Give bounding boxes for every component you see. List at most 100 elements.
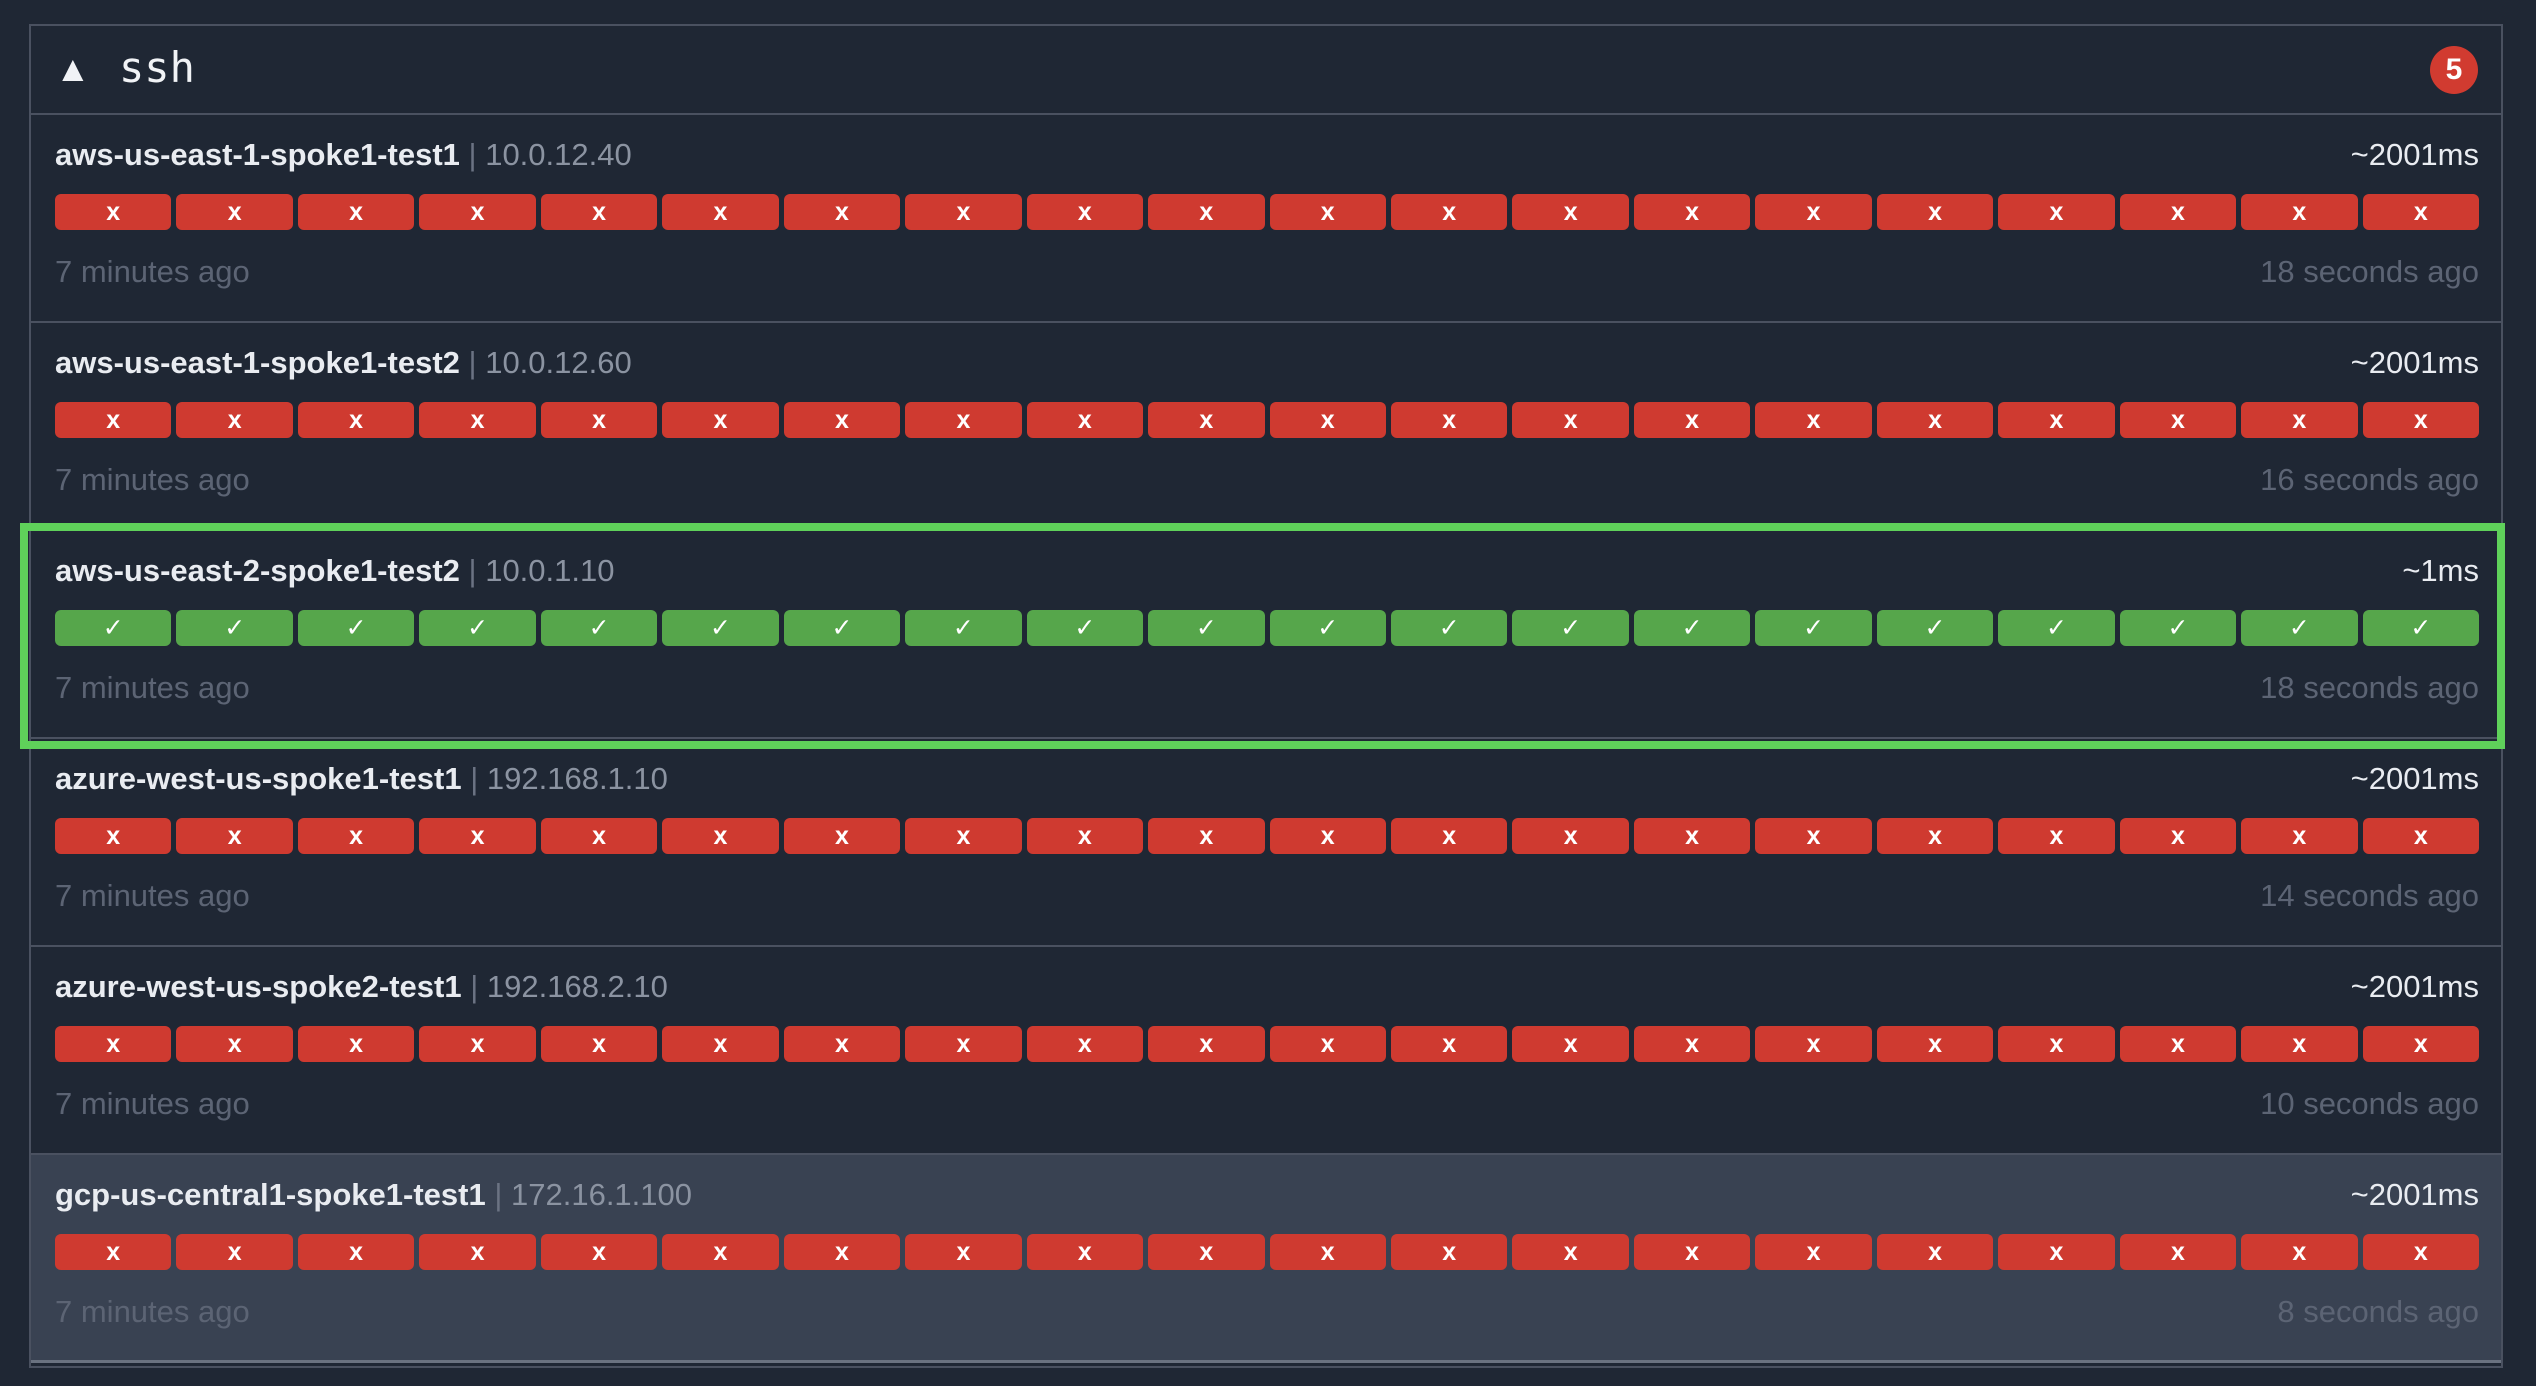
failure-result-icon[interactable]: x (2119, 194, 2237, 230)
success-result-icon[interactable]: ✓ (783, 610, 901, 646)
failure-result-icon[interactable]: x (783, 402, 901, 438)
failure-result-icon[interactable]: x (1876, 1234, 1994, 1270)
failure-result-icon[interactable]: x (2362, 402, 2480, 438)
failure-result-icon[interactable]: x (1755, 1234, 1872, 1270)
failure-result-icon[interactable]: x (1269, 1234, 1386, 1270)
success-result-icon[interactable]: ✓ (662, 610, 779, 646)
failure-result-icon[interactable]: x (1633, 1026, 1751, 1062)
failure-result-icon[interactable]: x (1390, 402, 1508, 438)
failure-result-icon[interactable]: x (2119, 1234, 2237, 1270)
failure-result-icon[interactable]: x (1390, 818, 1508, 854)
failure-result-icon[interactable]: x (1148, 1026, 1265, 1062)
failure-result-icon[interactable]: x (419, 402, 536, 438)
failure-result-icon[interactable]: x (662, 818, 779, 854)
failure-result-icon[interactable]: x (662, 1026, 779, 1062)
failure-result-icon[interactable]: x (419, 194, 536, 230)
failure-result-icon[interactable]: x (2241, 818, 2358, 854)
failure-result-icon[interactable]: x (1876, 818, 1994, 854)
failure-result-icon[interactable]: x (1633, 402, 1751, 438)
failure-result-icon[interactable]: x (540, 1026, 658, 1062)
failure-result-icon[interactable]: x (176, 1234, 293, 1270)
failure-result-icon[interactable]: x (1998, 402, 2115, 438)
failure-result-icon[interactable]: x (540, 818, 658, 854)
success-result-icon[interactable]: ✓ (297, 610, 415, 646)
failure-result-icon[interactable]: x (1755, 402, 1872, 438)
failure-result-icon[interactable]: x (1026, 818, 1144, 854)
failure-result-icon[interactable]: x (1876, 194, 1994, 230)
failure-result-icon[interactable]: x (905, 194, 1022, 230)
failure-result-icon[interactable]: x (419, 818, 536, 854)
failure-result-icon[interactable]: x (55, 402, 172, 438)
failure-result-icon[interactable]: x (783, 1234, 901, 1270)
success-result-icon[interactable]: ✓ (1876, 610, 1994, 646)
failure-result-icon[interactable]: x (1512, 1234, 1629, 1270)
success-result-icon[interactable]: ✓ (540, 610, 658, 646)
failure-result-icon[interactable]: x (55, 818, 172, 854)
failure-result-icon[interactable]: x (1876, 1026, 1994, 1062)
failure-result-icon[interactable]: x (783, 194, 901, 230)
group-header[interactable]: ▲ ssh 5 (31, 26, 2501, 115)
failure-result-icon[interactable]: x (1148, 402, 1265, 438)
failure-result-icon[interactable]: x (1633, 1234, 1751, 1270)
failure-result-icon[interactable]: x (1998, 1234, 2115, 1270)
failure-result-icon[interactable]: x (1512, 818, 1629, 854)
failure-result-icon[interactable]: x (1755, 194, 1872, 230)
failure-result-icon[interactable]: x (2241, 402, 2358, 438)
failure-result-icon[interactable]: x (540, 1234, 658, 1270)
failure-result-icon[interactable]: x (2362, 194, 2480, 230)
success-result-icon[interactable]: ✓ (1269, 610, 1386, 646)
failure-result-icon[interactable]: x (1026, 1026, 1144, 1062)
endpoint-row[interactable]: aws-us-east-2-spoke1-test2 | 10.0.1.10 ~1… (31, 531, 2501, 739)
success-result-icon[interactable]: ✓ (1390, 610, 1508, 646)
failure-result-icon[interactable]: x (1148, 194, 1265, 230)
failure-result-icon[interactable]: x (1633, 818, 1751, 854)
failure-result-icon[interactable]: x (2362, 818, 2480, 854)
failure-result-icon[interactable]: x (419, 1026, 536, 1062)
failure-result-icon[interactable]: x (297, 1234, 415, 1270)
failure-result-icon[interactable]: x (1269, 194, 1386, 230)
success-result-icon[interactable]: ✓ (419, 610, 536, 646)
failure-result-icon[interactable]: x (662, 402, 779, 438)
failure-result-icon[interactable]: x (176, 402, 293, 438)
failure-result-icon[interactable]: x (2119, 1026, 2237, 1062)
failure-result-icon[interactable]: x (1512, 194, 1629, 230)
failure-result-icon[interactable]: x (905, 818, 1022, 854)
endpoint-row[interactable]: gcp-us-central1-spoke1-test1 | 172.16.1.… (31, 1155, 2501, 1363)
failure-result-icon[interactable]: x (1026, 402, 1144, 438)
failure-result-icon[interactable]: x (297, 402, 415, 438)
failure-result-icon[interactable]: x (297, 818, 415, 854)
failure-result-icon[interactable]: x (55, 1026, 172, 1062)
failure-result-icon[interactable]: x (783, 1026, 901, 1062)
success-result-icon[interactable]: ✓ (2119, 610, 2237, 646)
failure-result-icon[interactable]: x (783, 818, 901, 854)
failure-result-icon[interactable]: x (297, 1026, 415, 1062)
failure-result-icon[interactable]: x (1512, 402, 1629, 438)
failure-result-icon[interactable]: x (2119, 402, 2237, 438)
failure-result-icon[interactable]: x (1026, 194, 1144, 230)
failure-result-icon[interactable]: x (1998, 818, 2115, 854)
failure-result-icon[interactable]: x (1998, 1026, 2115, 1062)
failure-result-icon[interactable]: x (1512, 1026, 1629, 1062)
success-result-icon[interactable]: ✓ (1633, 610, 1751, 646)
success-result-icon[interactable]: ✓ (1148, 610, 1265, 646)
failure-result-icon[interactable]: x (2241, 194, 2358, 230)
failure-result-icon[interactable]: x (1755, 1026, 1872, 1062)
failure-result-icon[interactable]: x (1269, 818, 1386, 854)
failure-result-icon[interactable]: x (176, 1026, 293, 1062)
success-result-icon[interactable]: ✓ (1026, 610, 1144, 646)
failure-result-icon[interactable]: x (176, 818, 293, 854)
collapse-caret-icon[interactable]: ▲ (55, 48, 91, 89)
endpoint-row[interactable]: aws-us-east-1-spoke1-test2 | 10.0.12.60 ~… (31, 323, 2501, 531)
failure-result-icon[interactable]: x (540, 402, 658, 438)
success-result-icon[interactable]: ✓ (1755, 610, 1872, 646)
failure-result-icon[interactable]: x (2362, 1234, 2480, 1270)
failure-result-icon[interactable]: x (905, 1026, 1022, 1062)
failure-result-icon[interactable]: x (2241, 1026, 2358, 1062)
failure-result-icon[interactable]: x (1876, 402, 1994, 438)
success-result-icon[interactable]: ✓ (2241, 610, 2358, 646)
success-result-icon[interactable]: ✓ (55, 610, 172, 646)
endpoint-row[interactable]: azure-west-us-spoke1-test1 | 192.168.1.1… (31, 739, 2501, 947)
success-result-icon[interactable]: ✓ (1512, 610, 1629, 646)
failure-result-icon[interactable]: x (2241, 1234, 2358, 1270)
endpoint-row[interactable]: aws-us-east-1-spoke1-test1 | 10.0.12.40 ~… (31, 115, 2501, 323)
